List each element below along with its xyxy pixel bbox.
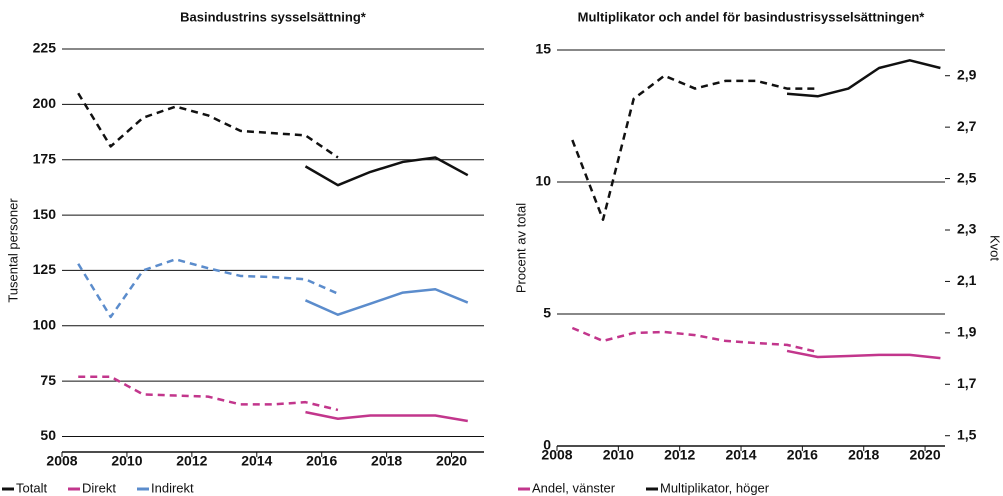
legend-label: Multiplikator, höger [660,480,770,495]
y-axis-label: Procent av total [513,203,528,293]
y-tick-label: 200 [33,95,57,111]
y2-tick-label: 2,5 [957,169,977,185]
x-tick-label: 2018 [848,447,879,463]
series-line [304,156,469,187]
x-tick-label: 2014 [725,447,756,463]
y-tick-label: 0 [543,437,551,453]
dashed-line [77,92,339,159]
y2-tick-label: 2,1 [957,272,977,288]
x-tick-label: 2018 [371,453,402,469]
x-tick-label: 2012 [664,447,695,463]
x-tick-label: 2020 [436,453,467,469]
series-line [304,288,469,316]
y-tick-label: 100 [33,316,57,332]
x-tick-label: 2008 [46,453,77,469]
y-axis-label: Tusental personer [5,198,20,303]
y2-tick-label: 1,9 [957,324,977,340]
x-tick-label: 2016 [306,453,337,469]
y2-tick-label: 2,9 [957,66,977,82]
chart-title: Multiplikator och andel för basindustris… [578,9,926,24]
y2-tick-label: 1,7 [957,375,977,391]
legend-label: Direkt [82,480,116,495]
x-tick-label: 2008 [541,447,572,463]
x-tick-label: 2010 [111,453,142,469]
series-line [786,349,941,360]
y-tick-label: 225 [33,40,57,56]
legend-label: Andel, vänster [532,480,616,495]
y2-tick-label: 1,5 [957,426,977,442]
dashed-line [571,326,818,354]
chart-title: Basindustrins sysselsättning* [180,9,367,24]
y2-axis-label: Kvot [988,235,1003,261]
y-tick-label: 150 [33,206,57,222]
y2-tick-label: 2,3 [957,221,977,237]
y-tick-label: 50 [40,427,56,443]
series-line [786,59,941,98]
x-tick-label: 2014 [241,453,272,469]
series-line [305,410,468,423]
y-tick-label: 10 [535,173,551,189]
y-tick-label: 75 [40,372,56,388]
x-tick-label: 2012 [176,453,207,469]
legend-label: Indirekt [151,480,194,495]
x-tick-label: 2016 [787,447,818,463]
dashed-line [77,258,339,319]
x-tick-label: 2010 [603,447,634,463]
y2-tick-label: 2,7 [957,118,977,134]
legend-label: Totalt [16,480,47,495]
y-tick-label: 125 [33,261,57,277]
y-tick-label: 5 [543,305,551,321]
dashed-line [571,74,818,221]
y-tick-label: 15 [535,41,551,57]
y-tick-label: 175 [33,150,57,166]
dashed-line [78,375,339,412]
x-tick-label: 2020 [909,447,940,463]
